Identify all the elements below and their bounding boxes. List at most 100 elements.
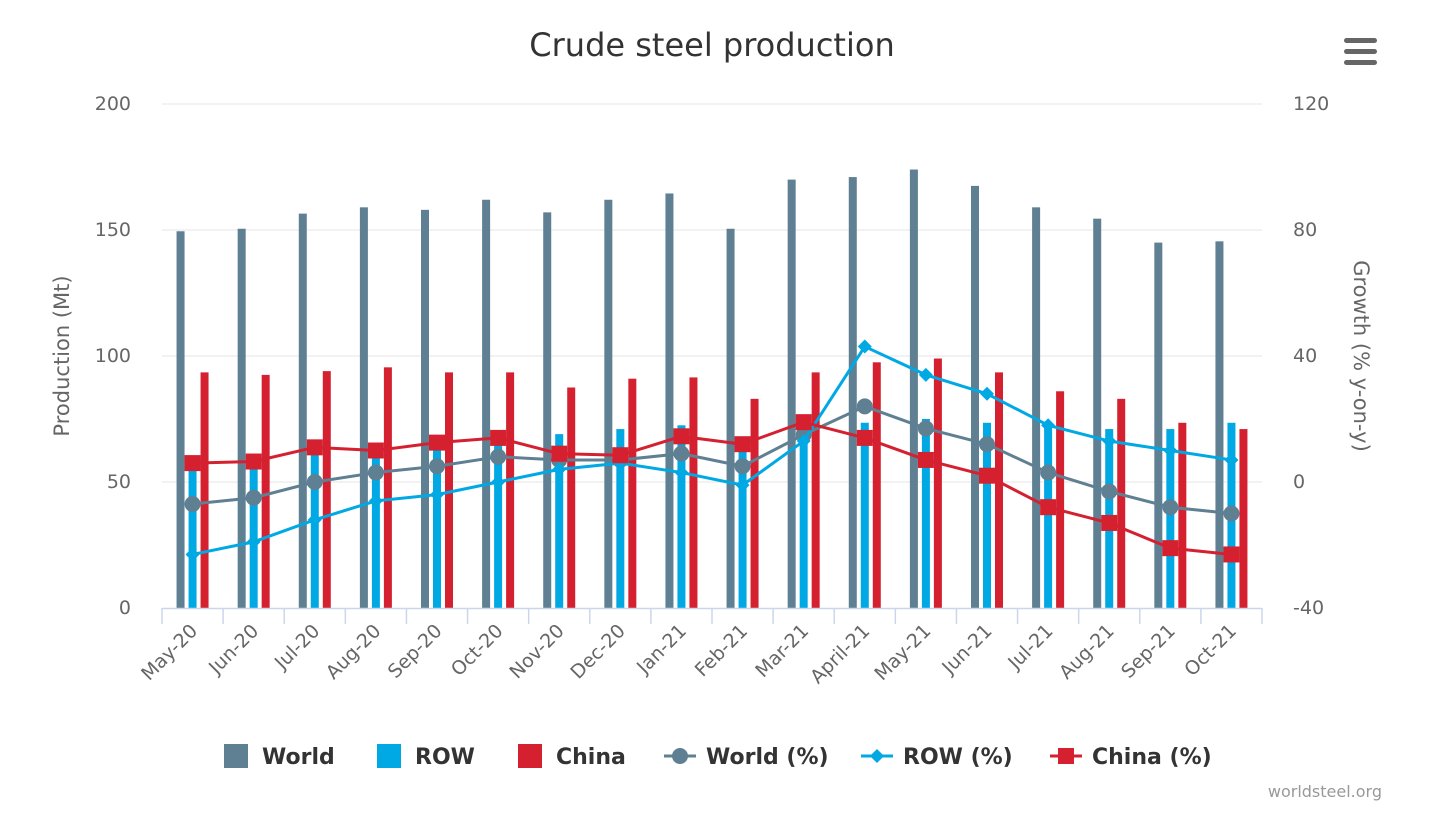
line-china	[192, 420, 1232, 556]
bar-world	[298, 213, 307, 608]
point-china	[917, 451, 934, 468]
bar-china	[872, 362, 881, 608]
bar-row	[310, 450, 319, 608]
point-row	[307, 512, 322, 527]
point-row	[796, 434, 811, 449]
point-china	[795, 414, 812, 431]
point-china	[612, 447, 629, 464]
point-world	[429, 458, 445, 475]
point-world	[1223, 505, 1240, 522]
bar-china	[200, 372, 209, 608]
point-china	[245, 453, 262, 470]
y-left-tick-label: 150	[95, 219, 131, 241]
bar-china	[1239, 429, 1248, 608]
bar-row	[799, 419, 808, 608]
bar-row	[738, 437, 747, 608]
x-tick-label: April-21	[806, 620, 874, 688]
credit-link[interactable]: worldsteel.org	[1267, 782, 1382, 801]
x-tick-label: Mar-21	[751, 620, 813, 682]
x-tick-label: May-21	[870, 620, 935, 685]
legend-item[interactable]: ROW (%)	[861, 745, 1013, 770]
point-world	[979, 436, 995, 453]
bar-world	[1032, 207, 1041, 608]
legend-item[interactable]: World	[224, 744, 335, 770]
point-china	[1040, 499, 1057, 516]
bar-china	[322, 371, 331, 608]
point-china	[734, 436, 751, 453]
legend-swatch	[224, 744, 248, 768]
point-row	[552, 462, 567, 477]
bar-china	[628, 378, 637, 608]
bar-china	[1178, 422, 1187, 608]
bar-world	[787, 179, 796, 608]
chart-title: Crude steel production	[529, 26, 894, 64]
legend-label: China (%)	[1092, 745, 1212, 770]
legend-swatch	[518, 744, 542, 768]
point-china	[1101, 514, 1118, 531]
legend-item[interactable]: World (%)	[664, 745, 829, 770]
y-left-tick-label: 0	[119, 597, 131, 619]
point-world	[917, 420, 934, 437]
y-right-tick-label: 120	[1293, 93, 1329, 115]
legend-item[interactable]: ROW	[377, 744, 475, 770]
x-tick-label: Dec-20	[566, 620, 630, 684]
bar-world	[421, 209, 429, 608]
bar-row	[983, 422, 991, 608]
point-world	[367, 464, 384, 481]
point-row	[430, 487, 444, 502]
bar-world	[237, 228, 246, 609]
x-tick-label: May-20	[137, 620, 202, 685]
axes: 0 50 100 150 200 -40 0 40 80 120 Production (Mt) Gr…	[50, 93, 1373, 688]
x-tick-label: Oct-20	[447, 620, 508, 681]
legend-label: World (%)	[706, 745, 829, 770]
bar-row	[677, 425, 686, 608]
legend-item[interactable]: China	[518, 744, 626, 770]
bar-world	[909, 169, 918, 608]
point-world	[1040, 464, 1057, 481]
legend-item[interactable]: China (%)	[1050, 745, 1212, 770]
point-row	[185, 547, 200, 562]
point-world	[245, 489, 262, 506]
bar-world	[176, 231, 185, 608]
legend-marker	[672, 748, 688, 764]
point-china	[306, 439, 323, 456]
bar-china	[1056, 391, 1065, 608]
bar-world	[543, 212, 552, 609]
point-china	[429, 434, 445, 451]
point-row	[1163, 443, 1178, 458]
x-tick-label: Jul-21	[1003, 620, 1057, 674]
bar-row	[433, 444, 441, 608]
bar-china	[383, 367, 392, 608]
legend-label: ROW (%)	[903, 745, 1013, 770]
x-tick-label: Oct-21	[1180, 620, 1241, 681]
legend-swatch	[377, 744, 401, 768]
bar-china	[750, 398, 759, 608]
x-tick-label: Sep-21	[1117, 620, 1180, 683]
bar-world	[604, 199, 613, 608]
bar-china	[1117, 398, 1126, 608]
y-right-tick-label: 40	[1293, 345, 1317, 367]
legend: World ROW China World (%) ROW (%) China (%)	[224, 744, 1212, 770]
y-left-axis-title: Production (Mt)	[50, 275, 74, 436]
bar-world	[726, 228, 735, 609]
point-world	[856, 398, 873, 415]
bar-world	[665, 193, 674, 608]
bar-world	[482, 199, 491, 608]
line-world	[192, 404, 1232, 515]
point-row	[1041, 418, 1056, 433]
bar-row	[1166, 429, 1175, 608]
x-tick-label: Feb-21	[691, 620, 752, 681]
point-row	[246, 534, 261, 549]
legend-label: ROW	[415, 745, 475, 770]
bar-series	[176, 169, 1248, 609]
hamburger-menu-icon[interactable]	[1336, 30, 1384, 74]
bar-china	[933, 358, 942, 608]
bar-china	[506, 372, 515, 608]
bar-china	[995, 372, 1003, 608]
y-right-axis-title: Growth (% y-on-y)	[1349, 260, 1373, 452]
point-world	[184, 496, 201, 513]
bar-row	[371, 447, 380, 608]
point-china	[856, 429, 873, 446]
legend-marker	[870, 749, 884, 763]
point-world	[1162, 499, 1179, 516]
